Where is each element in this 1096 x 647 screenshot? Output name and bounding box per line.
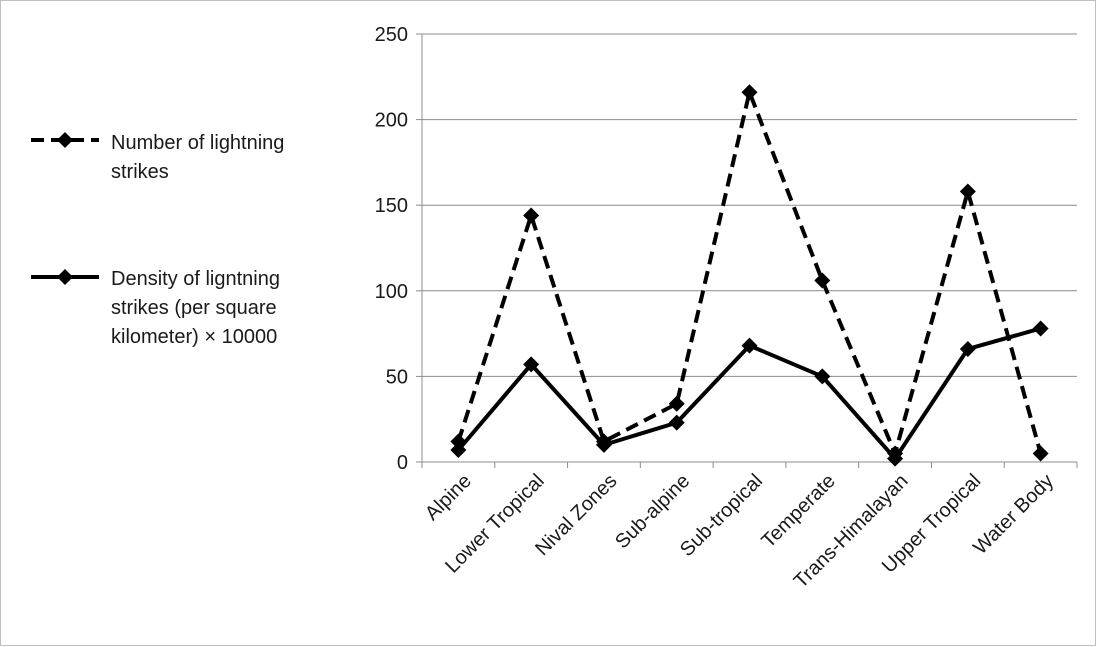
legend-marker <box>57 269 73 285</box>
legend-marker <box>57 132 73 148</box>
legend-label: Density of ligntning <box>111 268 280 290</box>
y-tick-label: 100 <box>375 281 408 303</box>
marker-density <box>887 450 904 467</box>
marker-number-of-strikes <box>814 272 831 289</box>
marker-number-of-strikes <box>1032 445 1049 462</box>
marker-density <box>1032 320 1049 337</box>
x-category-label: Alpine <box>421 470 476 525</box>
marker-density <box>450 442 467 459</box>
marker-number-of-strikes <box>741 84 758 101</box>
legend: Number of lightning strikes Density of lig… <box>31 132 284 348</box>
marker-density <box>668 414 685 431</box>
series-line-number-of-strikes <box>456 85 1043 460</box>
y-tick-label: 250 <box>375 24 408 46</box>
marker-number-of-strikes <box>668 395 685 412</box>
y-tick-label: 50 <box>386 366 408 388</box>
legend-label: Number of lightning <box>111 132 284 154</box>
legend-label: kilometer) × 10000 <box>111 326 277 348</box>
legend-label: strikes (per square <box>111 297 277 319</box>
marker-number-of-strikes <box>959 183 976 200</box>
marker-number-of-strikes <box>523 207 540 224</box>
y-tick-labels: 0 50 100 150 200 250 <box>375 24 408 474</box>
y-tick-label: 0 <box>397 452 408 474</box>
marker-density <box>814 368 831 385</box>
gridlines <box>422 33 1077 377</box>
y-tick-label: 200 <box>375 110 408 132</box>
series <box>450 84 1049 467</box>
legend-label: strikes <box>111 161 169 183</box>
marker-density <box>595 436 612 453</box>
marker-density <box>959 341 976 358</box>
marker-density <box>523 356 540 373</box>
marker-density <box>741 337 758 354</box>
axes <box>416 33 1078 468</box>
y-tick-label: 150 <box>375 195 408 217</box>
